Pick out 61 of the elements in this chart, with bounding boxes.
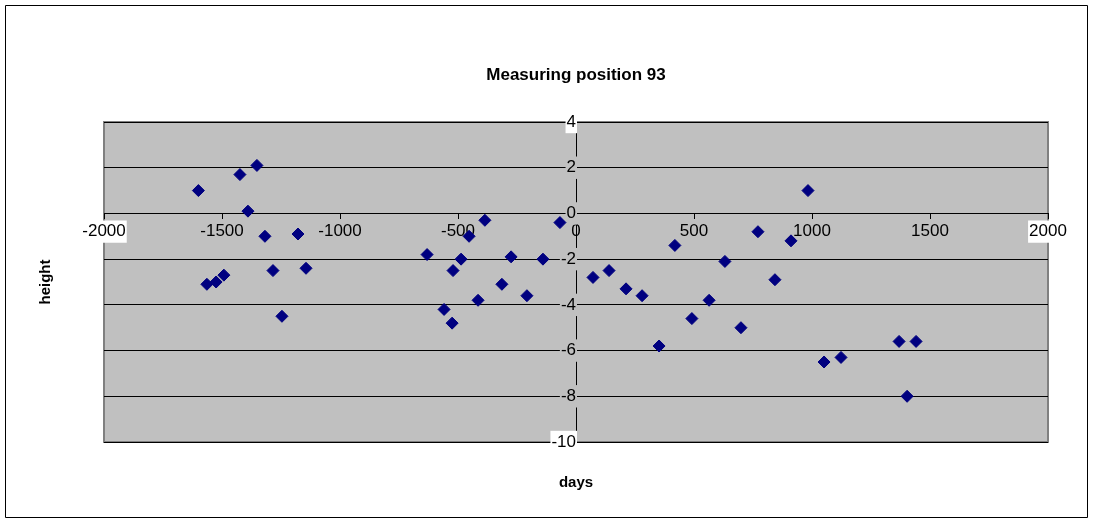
- point: [191, 184, 205, 198]
- y-tick-label: 4: [566, 111, 576, 131]
- x-tick-label: 2000: [1029, 221, 1067, 241]
- point: [751, 225, 765, 239]
- point: [445, 316, 459, 330]
- point: [250, 158, 264, 172]
- point: [734, 321, 748, 335]
- point: [685, 312, 699, 326]
- point: [454, 252, 468, 266]
- point: [299, 261, 313, 275]
- point: [437, 302, 451, 316]
- point: [909, 334, 923, 348]
- point: [504, 250, 518, 264]
- point: [718, 254, 732, 268]
- point: [652, 339, 666, 353]
- point: [241, 204, 255, 218]
- point: [520, 289, 534, 303]
- point: [209, 275, 223, 289]
- y-axis-title: height: [36, 259, 54, 305]
- y-tick-label: -4: [560, 294, 576, 314]
- x-tick-label: 500: [679, 221, 709, 241]
- y-tick-label: -8: [560, 385, 576, 405]
- x-tick-label: 1500: [911, 221, 949, 241]
- y-tick-label: -10: [551, 431, 576, 451]
- point: [801, 184, 815, 198]
- x-tick-label: 1000: [793, 221, 831, 241]
- point: [478, 213, 492, 227]
- point: [834, 350, 848, 364]
- point: [900, 389, 914, 403]
- point: [602, 264, 616, 278]
- point: [784, 234, 798, 248]
- point: [233, 168, 247, 182]
- chart-title: Measuring position 93: [486, 64, 666, 84]
- point: [446, 264, 460, 278]
- y-tick-label: 0: [566, 203, 576, 223]
- point: [275, 309, 289, 323]
- point: [635, 289, 649, 303]
- point: [817, 355, 831, 369]
- y-tick-label: -2: [560, 248, 576, 268]
- x-tick-label: -2000: [82, 221, 126, 241]
- point: [266, 264, 280, 278]
- point: [892, 334, 906, 348]
- point: [495, 277, 509, 291]
- point: [702, 293, 716, 307]
- point: [619, 282, 633, 296]
- x-axis-title: days: [558, 473, 594, 491]
- y-tick-label: -6: [560, 340, 576, 360]
- point: [200, 277, 214, 291]
- point: [768, 273, 782, 287]
- point: [471, 293, 485, 307]
- point: [291, 227, 305, 241]
- x-tick-label: -1500: [200, 221, 244, 241]
- point: [258, 229, 272, 243]
- point: [420, 248, 434, 262]
- point: [217, 268, 231, 282]
- point: [668, 238, 682, 252]
- y-tick-label: 2: [566, 157, 576, 177]
- point: [553, 216, 567, 230]
- point: [586, 270, 600, 284]
- point: [536, 252, 550, 266]
- x-tick-label: -1000: [318, 221, 362, 241]
